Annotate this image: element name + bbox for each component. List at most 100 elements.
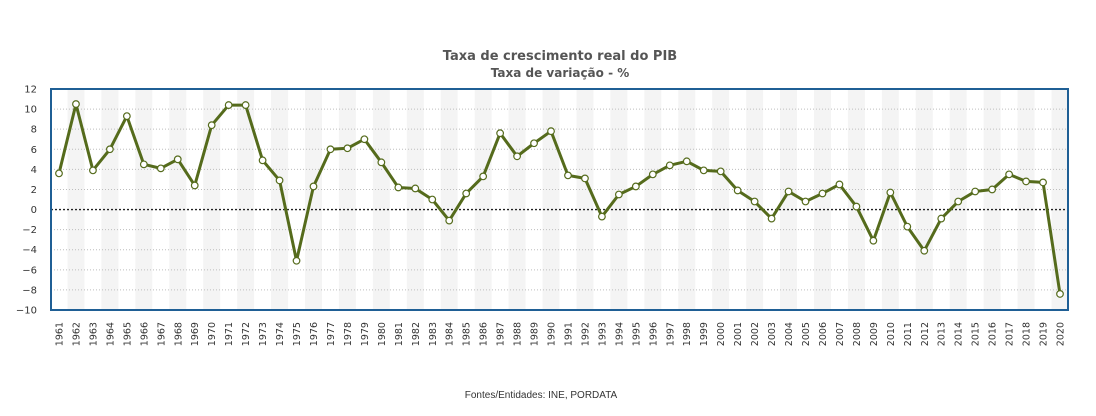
background-band — [474, 89, 492, 310]
data-point[interactable] — [818, 189, 827, 198]
data-point[interactable] — [462, 189, 471, 198]
data-point[interactable] — [496, 129, 505, 138]
x-tick-label: 1968 — [173, 322, 184, 346]
background-band — [101, 89, 119, 310]
x-tick-label: 1998 — [682, 322, 693, 346]
data-point[interactable] — [937, 214, 946, 223]
x-tick-label: 1976 — [309, 322, 320, 346]
data-point[interactable] — [614, 190, 623, 199]
background-band — [780, 89, 798, 310]
data-point[interactable] — [275, 176, 284, 185]
data-point[interactable] — [971, 187, 980, 196]
chart-title: Taxa de crescimento real do PIB — [442, 49, 678, 64]
data-point[interactable] — [767, 214, 776, 223]
x-tick-label: 1983 — [428, 322, 439, 346]
data-point[interactable] — [258, 156, 267, 165]
data-point[interactable] — [445, 216, 454, 225]
background-band — [271, 89, 289, 310]
data-point[interactable] — [360, 135, 369, 144]
y-tick-label: −4 — [22, 245, 37, 256]
data-point[interactable] — [139, 160, 148, 169]
background-band — [712, 89, 730, 310]
y-tick-label: −2 — [22, 225, 37, 236]
data-point[interactable] — [1005, 170, 1014, 179]
data-point[interactable] — [954, 197, 963, 206]
data-point[interactable] — [207, 121, 216, 130]
x-tick-label: 1971 — [224, 322, 235, 346]
data-point[interactable] — [1039, 178, 1047, 187]
data-point[interactable] — [428, 195, 437, 204]
data-point[interactable] — [190, 181, 199, 190]
x-tick-label: 2018 — [1022, 322, 1033, 346]
data-point[interactable] — [513, 152, 521, 161]
data-point[interactable] — [886, 188, 895, 197]
data-point[interactable] — [716, 167, 725, 176]
x-tick-label: 2001 — [733, 322, 744, 346]
data-point[interactable] — [343, 144, 352, 153]
data-point[interactable] — [241, 101, 250, 109]
background-band — [305, 89, 322, 310]
data-point[interactable] — [631, 182, 640, 191]
x-tick-label: 2016 — [988, 322, 999, 346]
data-point[interactable] — [377, 158, 386, 167]
x-tick-label: 1984 — [445, 322, 456, 346]
x-tick-label: 2010 — [886, 322, 897, 346]
data-point[interactable] — [682, 157, 691, 166]
data-point[interactable] — [699, 166, 708, 175]
data-point[interactable] — [733, 186, 742, 195]
data-point[interactable] — [173, 155, 182, 164]
data-point[interactable] — [852, 202, 861, 211]
y-tick-label: 8 — [31, 125, 37, 136]
data-point[interactable] — [547, 127, 555, 136]
data-point[interactable] — [224, 101, 233, 109]
data-point[interactable] — [869, 236, 878, 245]
background-band — [237, 89, 255, 310]
x-tick-label: 2002 — [750, 322, 761, 346]
background-band — [881, 89, 899, 310]
data-point[interactable] — [1022, 177, 1030, 186]
background-band — [915, 89, 933, 310]
data-point[interactable] — [988, 185, 997, 194]
data-point[interactable] — [122, 112, 131, 121]
data-point[interactable] — [326, 145, 335, 154]
x-tick-label: 1974 — [275, 322, 286, 346]
data-point[interactable] — [72, 100, 80, 108]
x-tick-label: 1991 — [563, 322, 574, 346]
x-tick-label: 1964 — [105, 322, 116, 346]
data-point[interactable] — [665, 161, 674, 170]
x-tick-label: 2007 — [835, 322, 846, 346]
data-point[interactable] — [835, 180, 844, 189]
data-point[interactable] — [598, 212, 606, 221]
data-point[interactable] — [394, 183, 403, 192]
data-point[interactable] — [750, 197, 759, 206]
data-point[interactable] — [105, 145, 114, 154]
data-point[interactable] — [801, 197, 810, 206]
background-band — [406, 89, 424, 310]
data-point[interactable] — [648, 170, 657, 179]
data-point[interactable] — [581, 174, 589, 183]
data-point[interactable] — [903, 222, 912, 231]
y-tick-label: 10 — [24, 105, 37, 116]
x-tick-label: 2009 — [869, 322, 880, 346]
background-band — [67, 89, 85, 310]
x-tick-label: 1978 — [343, 322, 354, 346]
data-point[interactable] — [479, 172, 488, 181]
data-point[interactable] — [156, 164, 165, 173]
x-tick-label: 2017 — [1005, 322, 1016, 346]
y-tick-label: 12 — [24, 85, 37, 96]
data-point[interactable] — [292, 256, 301, 265]
data-point[interactable] — [1056, 290, 1064, 298]
data-point[interactable] — [920, 246, 929, 255]
data-point[interactable] — [564, 171, 572, 180]
data-point[interactable] — [784, 187, 793, 196]
x-tick-label: 1985 — [462, 322, 473, 346]
data-point[interactable] — [309, 182, 318, 191]
data-point[interactable] — [530, 139, 538, 148]
data-point[interactable] — [55, 169, 63, 178]
background-band — [440, 89, 458, 310]
x-tick-label: 2006 — [818, 322, 829, 346]
x-tick-label: 1990 — [547, 322, 558, 346]
x-tick-label: 2015 — [971, 322, 982, 346]
data-point[interactable] — [89, 166, 97, 175]
data-point[interactable] — [411, 184, 420, 193]
